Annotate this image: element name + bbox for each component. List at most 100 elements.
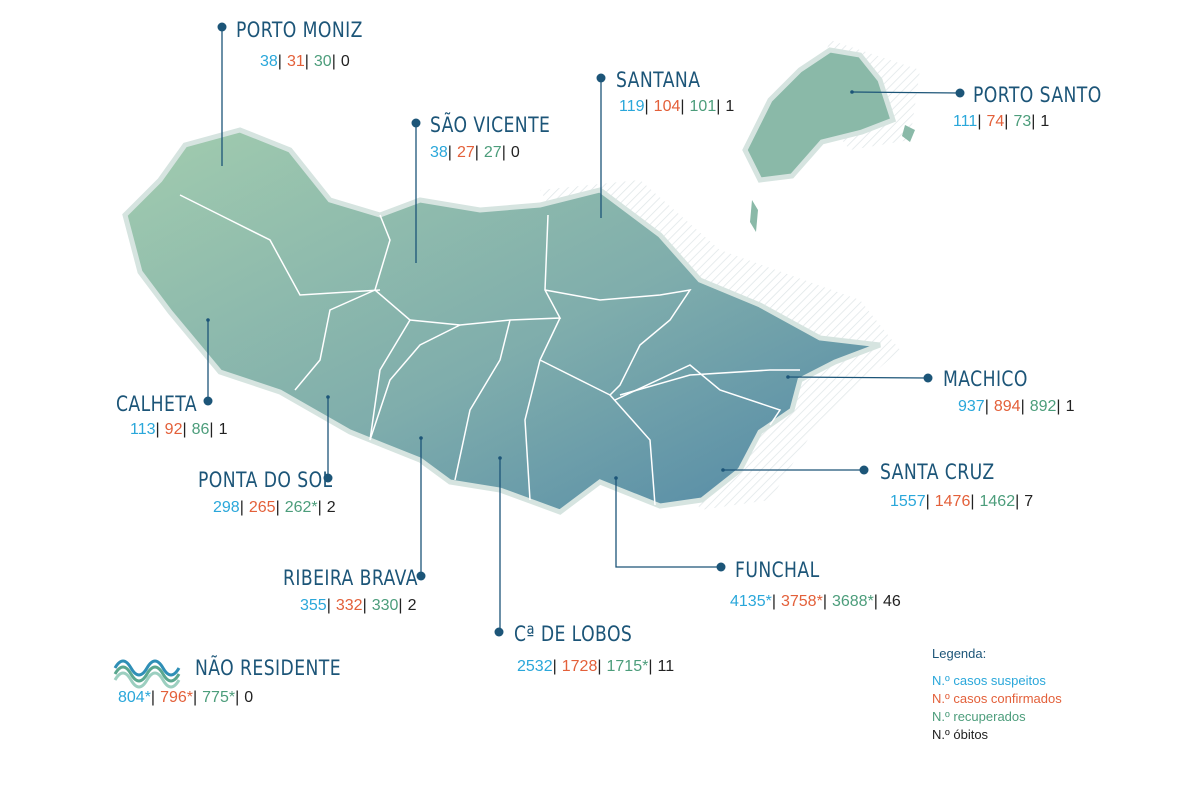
leader-dot	[716, 562, 726, 572]
region-name: RIBEIRA BRAVA	[283, 566, 418, 590]
leader-dot	[203, 396, 213, 406]
separator: |	[822, 593, 827, 610]
figure-confirmed: 31	[286, 53, 305, 70]
region-figures: 1557| 1476| 1462| 7	[890, 492, 1033, 512]
region-name: SÃO VICENTE	[430, 113, 551, 137]
figure-suspected: 804*	[118, 689, 151, 706]
separator: |	[716, 98, 721, 115]
region-name: PONTA DO SOL	[198, 468, 333, 492]
figure-deaths: 0	[510, 144, 520, 161]
porto-santo-island	[742, 47, 897, 183]
figure-deaths: 0	[244, 689, 254, 706]
figure-suspected: 2532	[517, 658, 553, 675]
leader-dot	[859, 465, 869, 475]
figure-recovered: 1715*	[606, 658, 649, 675]
figure-recovered: 892	[1029, 398, 1057, 415]
region-figures: 937| 894| 892| 1	[958, 397, 1074, 417]
separator: |	[239, 499, 244, 516]
separator: |	[1020, 398, 1025, 415]
legend-item: N.º recuperados	[932, 709, 1026, 724]
figure-suspected: 937	[958, 398, 985, 415]
separator: |	[193, 689, 198, 706]
separator: |	[1015, 493, 1020, 510]
region-figures: 804*| 796*| 775*| 0	[118, 688, 253, 708]
region-figures: 355| 332| 330| 2	[300, 596, 416, 616]
figure-deaths: 1	[725, 98, 735, 115]
separator: |	[977, 113, 982, 130]
figure-recovered: 775*	[202, 689, 236, 706]
separator: |	[501, 144, 506, 161]
figure-suspected: 113	[130, 421, 156, 438]
non-resident-icon	[113, 659, 181, 689]
figure-deaths: 1	[218, 421, 228, 438]
separator: |	[552, 658, 557, 675]
region-name: FUNCHAL	[735, 558, 820, 582]
figure-deaths: 2	[407, 597, 417, 614]
region-name: MACHICO	[943, 367, 1028, 391]
separator: |	[1004, 113, 1009, 130]
region-figures: 119| 104| 101| 1	[619, 97, 734, 117]
figure-confirmed: 1728	[561, 658, 598, 675]
leader-end	[419, 436, 423, 440]
region-name: NÃO RESIDENTE	[195, 656, 341, 680]
figure-deaths: 7	[1024, 493, 1034, 510]
leader-end	[498, 456, 502, 460]
figure-suspected: 38	[430, 144, 448, 161]
figure-suspected: 119	[619, 98, 645, 115]
figure-confirmed: 894	[993, 398, 1021, 415]
legend-title: Legenda:	[932, 646, 987, 661]
figure-recovered: 30	[313, 53, 332, 70]
separator: |	[925, 493, 930, 510]
separator: |	[771, 593, 776, 610]
separator: |	[447, 144, 452, 161]
separator: |	[984, 398, 989, 415]
leader-end	[326, 395, 330, 399]
figure-recovered: 3688*	[831, 593, 874, 610]
leader-line	[615, 478, 721, 568]
separator: |	[398, 597, 403, 614]
figure-confirmed: 332	[335, 597, 363, 614]
separator: |	[155, 421, 160, 438]
separator: |	[277, 53, 282, 70]
figure-recovered: 27	[483, 144, 502, 161]
leader-lines	[203, 22, 965, 637]
figure-confirmed: 74	[986, 113, 1005, 130]
separator: |	[209, 421, 214, 438]
separator: |	[304, 53, 309, 70]
leader-end	[614, 476, 618, 480]
leader-dot	[955, 88, 965, 98]
separator: |	[331, 53, 336, 70]
figure-deaths: 1	[1065, 398, 1075, 415]
region-name: Cª DE LOBOS	[514, 622, 633, 646]
figure-confirmed: 27	[456, 144, 475, 161]
figure-suspected: 4135*	[730, 593, 772, 610]
leader-end	[721, 468, 725, 472]
legend-item: N.º casos confirmados	[932, 691, 1062, 706]
separator: |	[644, 98, 649, 115]
figure-confirmed: 796*	[160, 689, 193, 706]
region-figures: 113| 92| 86| 1	[130, 420, 227, 440]
separator: |	[873, 593, 878, 610]
separator: |	[1056, 398, 1061, 415]
separator: |	[235, 689, 240, 706]
figure-confirmed: 3758*	[780, 593, 823, 610]
leader-dot	[217, 22, 227, 32]
figure-deaths: 2	[326, 499, 336, 516]
separator: |	[182, 421, 187, 438]
separator: |	[474, 144, 479, 161]
figure-deaths: 1	[1040, 113, 1050, 130]
region-name: SANTANA	[616, 68, 701, 92]
separator: |	[970, 493, 975, 510]
figure-recovered: 330	[371, 597, 399, 614]
figure-confirmed: 92	[164, 421, 183, 438]
leader-dot	[923, 373, 933, 383]
figure-deaths: 11	[657, 658, 675, 675]
region-figures: 38| 31| 30| 0	[260, 52, 350, 72]
figure-suspected: 355	[300, 597, 327, 614]
leader-end	[786, 375, 790, 379]
legend-item: N.º óbitos	[932, 727, 989, 742]
region-figures: 298| 265| 262*| 2	[213, 498, 336, 518]
figure-confirmed: 265	[248, 499, 276, 516]
leader-dot	[411, 118, 421, 128]
